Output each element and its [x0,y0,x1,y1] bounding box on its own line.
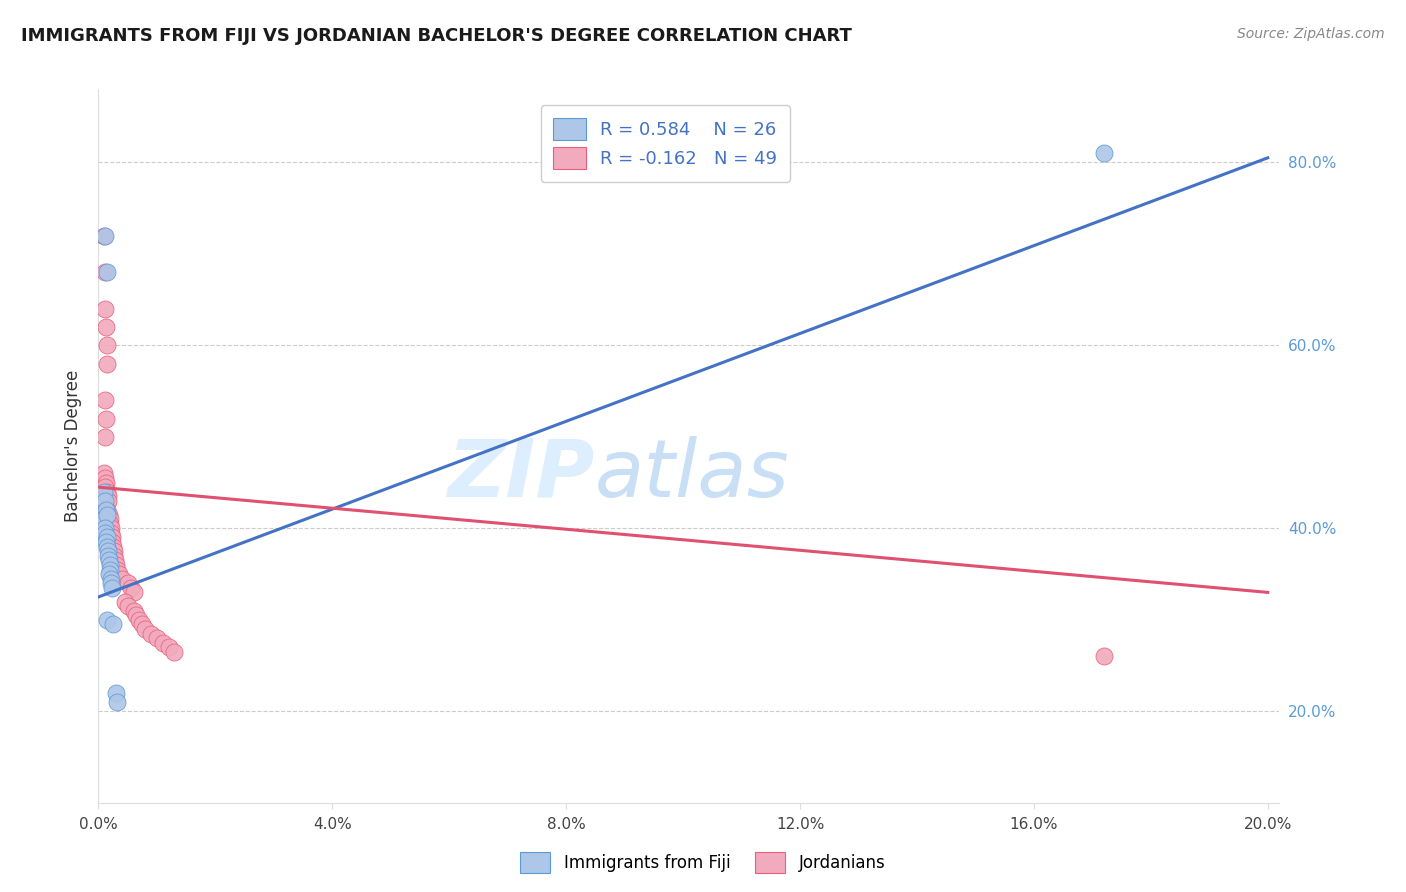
Point [94,475,117,490]
Point [103,544,125,558]
Point [93,484,115,499]
Point [96,613,118,627]
Point [94,535,117,549]
Point [114,594,136,608]
Point [1092,146,1115,161]
Point [122,585,145,599]
Point [100,521,122,535]
Point [98,516,121,531]
Point [108,567,131,582]
Point [93,512,115,526]
Point [94,521,117,535]
Point [128,613,150,627]
Point [94,503,117,517]
Point [117,576,139,591]
Y-axis label: Bachelor's Degree: Bachelor's Degree [63,370,82,522]
Legend: R = 0.584    N = 26, R = -0.162   N = 49: R = 0.584 N = 26, R = -0.162 N = 49 [541,105,790,182]
Point [96,265,118,279]
Point [125,608,148,623]
Point [103,549,125,563]
Point [104,558,127,572]
Point [139,626,162,640]
Point [94,494,117,508]
Point [98,512,121,526]
Point [101,581,124,595]
Point [94,301,117,316]
Point [97,494,120,508]
Point [97,567,120,582]
Point [122,604,145,618]
Point [134,622,156,636]
Point [146,631,169,645]
Point [96,531,118,545]
Point [97,544,120,558]
Point [96,540,118,554]
Point [96,357,118,371]
Point [101,540,124,554]
Point [94,525,117,540]
Point [97,553,120,567]
Point [94,480,117,494]
Point [94,265,117,279]
Point [100,572,122,586]
Point [96,508,118,522]
Text: atlas: atlas [595,435,789,514]
Point [97,508,120,522]
Point [163,645,186,659]
Point [111,572,134,586]
Point [98,562,121,576]
Point [96,484,118,499]
Point [97,549,120,563]
Text: Source: ZipAtlas.com: Source: ZipAtlas.com [1237,27,1385,41]
Point [98,558,121,572]
Point [1092,649,1115,664]
Point [97,489,120,503]
Point [101,617,124,632]
Point [101,531,124,545]
Point [94,393,117,408]
Point [157,640,180,655]
Point [100,576,122,591]
Point [120,581,142,595]
Point [93,228,115,243]
Point [104,553,127,567]
Text: ZIP: ZIP [447,435,595,514]
Point [131,617,153,632]
Legend: Immigrants from Fiji, Jordanians: Immigrants from Fiji, Jordanians [513,846,893,880]
Text: IMMIGRANTS FROM FIJI VS JORDANIAN BACHELOR'S DEGREE CORRELATION CHART: IMMIGRANTS FROM FIJI VS JORDANIAN BACHEL… [21,27,852,45]
Point [94,411,117,425]
Point [93,467,115,481]
Point [93,499,115,513]
Point [96,338,118,352]
Point [94,228,117,243]
Point [94,320,117,334]
Point [100,525,122,540]
Point [152,636,174,650]
Point [101,535,124,549]
Point [105,695,128,709]
Point [94,430,117,444]
Point [96,503,118,517]
Point [104,686,127,700]
Point [94,471,117,485]
Point [105,562,128,576]
Point [117,599,139,613]
